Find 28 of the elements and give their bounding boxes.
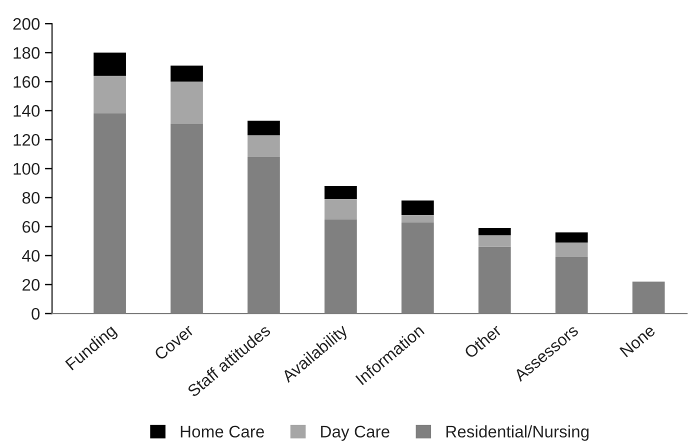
y-tick-label: 60 <box>22 220 40 233</box>
legend-label: Residential/Nursing <box>446 425 589 441</box>
legend-label: Day Care <box>321 426 390 441</box>
bar <box>555 242 588 258</box>
bar <box>402 200 434 215</box>
bar <box>170 66 203 82</box>
bar <box>324 199 357 220</box>
y-tick-label: 180 <box>14 47 40 59</box>
bar <box>402 214 434 222</box>
bar <box>555 232 588 243</box>
bar <box>324 186 357 200</box>
bar <box>170 82 203 124</box>
bar <box>478 235 511 247</box>
y-tick-label: 160 <box>14 76 40 88</box>
bar <box>478 228 511 236</box>
y-tick-label: 120 <box>14 134 40 146</box>
y-tick-label: 20 <box>22 278 40 291</box>
bar <box>94 52 126 76</box>
legend-label: Home Care <box>180 426 264 438</box>
bar <box>248 135 280 157</box>
y-tick-label: 40 <box>22 250 40 262</box>
y-tick-label: 0 <box>32 308 40 320</box>
y-tick-label: 200 <box>13 18 40 30</box>
y-tick-label: 100 <box>14 162 40 175</box>
bar <box>94 76 126 114</box>
y-tick-label: 140 <box>14 105 40 117</box>
bar <box>248 120 280 136</box>
y-tick-label: 80 <box>22 192 40 204</box>
